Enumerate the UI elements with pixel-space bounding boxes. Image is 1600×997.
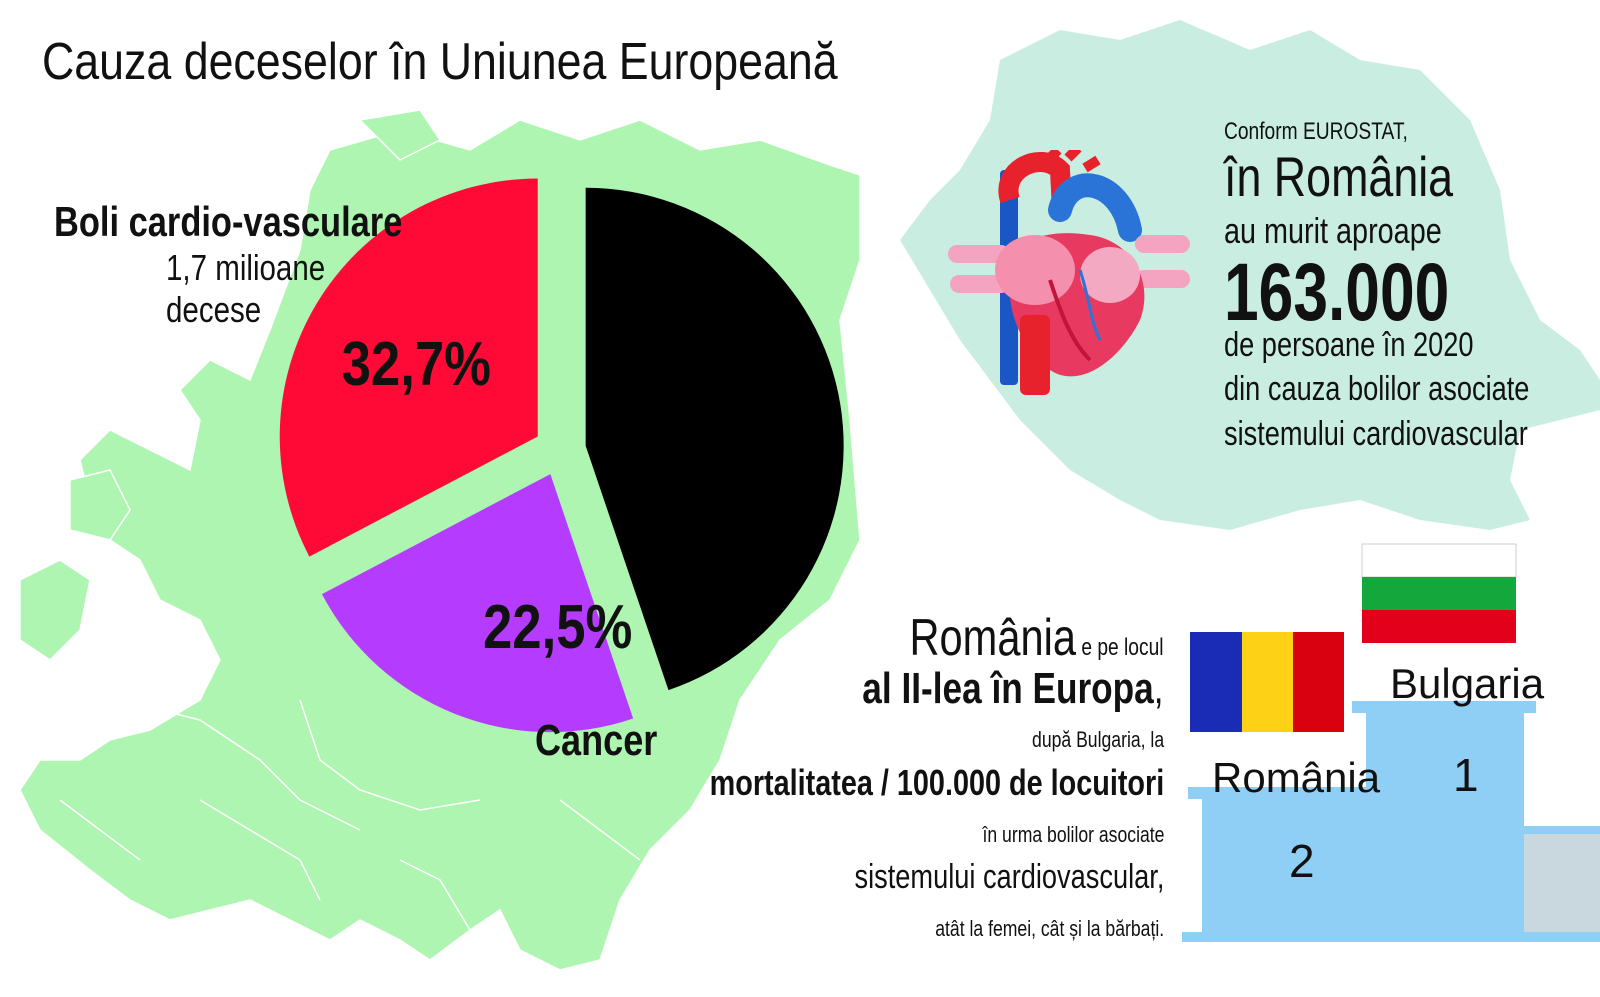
page-title: Cauza deceselor în Uniunea Europeană [42, 33, 838, 91]
ranking-country: România [909, 609, 1077, 667]
bulgaria-flag [1361, 543, 1517, 643]
ro-info-text: de persoane în 2020 [1224, 326, 1474, 364]
podium-first-top [1352, 701, 1536, 713]
ranking-line-5: în urma bolilor asociate [982, 822, 1164, 847]
ro-info-text: sistemului cardiovascular [1224, 415, 1528, 453]
anatomical-heart-icon [948, 150, 1190, 395]
ranking-line-3: după Bulgaria, la [1031, 727, 1164, 752]
pie-slice-cardio-value-label: 32,7% [342, 330, 491, 399]
podium-second-block [1202, 799, 1370, 933]
ranking-text: e pe locul [1076, 634, 1164, 661]
ranking-line-7: atât la femei, cât și la bărbați. [935, 916, 1164, 941]
ro-info-country: în România [1224, 145, 1454, 208]
ranking-line-4: mortalitatea / 100.000 de locuitori [709, 762, 1164, 803]
podium-first-block [1366, 713, 1524, 933]
pie-slice-other [585, 187, 844, 691]
ranking-line-6: sistemului cardiovascular, [854, 858, 1164, 896]
ro-info-number: 163.000 [1224, 247, 1450, 338]
ro-info-source: Conform EUROSTAT, [1224, 118, 1408, 145]
cardio-slice-subtitle-line2: decese [166, 289, 262, 330]
romania-flag [1190, 632, 1344, 732]
ro-info-text: au murit aproape [1224, 210, 1442, 251]
cancer-slice-label: Cancer [535, 716, 658, 765]
pie-slice-cancer [321, 474, 634, 733]
pie-slice-cancer-value-label: 22,5% [483, 593, 632, 662]
podium-second-top [1188, 787, 1368, 799]
podium-third-block [1524, 830, 1600, 932]
podium-base [1182, 932, 1600, 942]
ranking-line-2: al II-lea în Europa, [863, 664, 1164, 714]
ranking-line-1: România e pe locul [910, 608, 1164, 668]
podium-second-country: România [1212, 754, 1381, 801]
cardio-slice-subtitle-line1: 1,7 milioane [166, 247, 326, 288]
cardio-slice-title: Boli cardio-vasculare [54, 198, 403, 245]
podium-first-country: Bulgaria [1390, 660, 1545, 707]
ro-info-text: din cauza bolilor asociate [1224, 370, 1530, 408]
ranking-position: al II-lea în Europa [862, 664, 1155, 713]
podium-first-place: 1 [1453, 749, 1479, 801]
pie-slice-cardio [279, 178, 538, 557]
podium-second-place: 2 [1289, 835, 1315, 887]
ranking-comma: , [1154, 664, 1164, 713]
